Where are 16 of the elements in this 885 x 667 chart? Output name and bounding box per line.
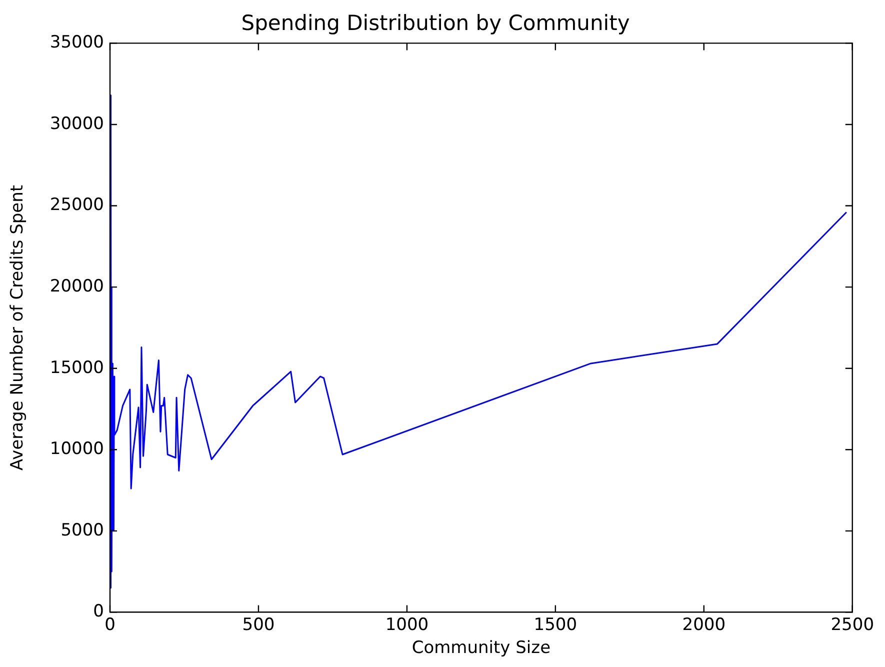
y-tick-label: 10000	[50, 439, 104, 460]
x-tick-label: 1000	[385, 614, 429, 635]
chart-title: Spending Distribution by Community	[241, 11, 630, 36]
y-axis-title: Average Number of Credits Spent	[8, 184, 28, 470]
y-tick-label: 20000	[50, 276, 104, 296]
x-tick-label: 2000	[682, 614, 726, 635]
y-tick-label: 25000	[50, 195, 104, 216]
y-tick-label: 35000	[50, 32, 104, 53]
x-axis-title: Community Size	[412, 638, 551, 658]
y-tick-label: 30000	[50, 114, 104, 134]
y-tick-label: 15000	[50, 358, 104, 378]
x-tick-label: 2500	[830, 614, 874, 635]
y-tick-label: 0	[93, 602, 104, 622]
x-tick-label: 1500	[534, 614, 578, 635]
x-tick-label: 500	[242, 614, 275, 635]
y-tick-label: 5000	[60, 520, 104, 540]
